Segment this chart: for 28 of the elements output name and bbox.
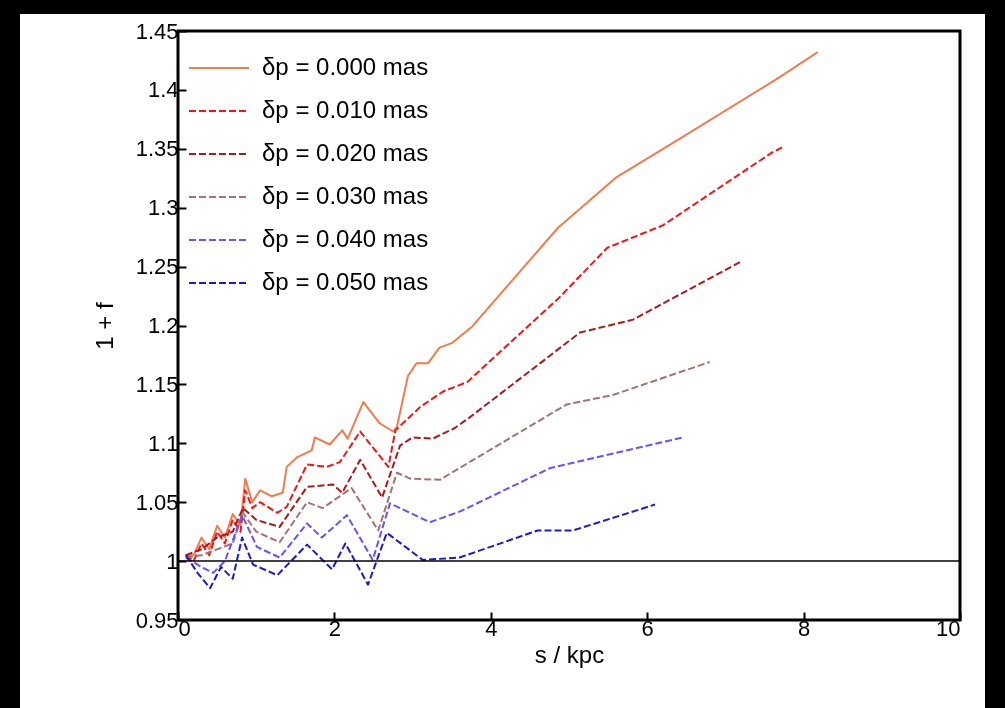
x-tick-label: 0 xyxy=(178,615,191,641)
y-tick-label: 1.45 xyxy=(135,18,179,44)
legend-label: δp = 0.010 mas xyxy=(262,96,429,123)
line-series xyxy=(184,436,685,574)
line-series xyxy=(184,503,657,590)
y-tick-label: 1.2 xyxy=(147,313,179,338)
y-tick-label: 1.4 xyxy=(147,77,179,103)
legend-label: δp = 0.050 mas xyxy=(262,268,429,295)
y-tick-label: 1.05 xyxy=(135,489,179,515)
y-tick-label: 1.15 xyxy=(135,371,179,397)
legend-label: δp = 0.000 mas xyxy=(262,53,429,80)
x-tick-label: 6 xyxy=(641,615,654,641)
y-tick-label: 1 xyxy=(166,548,179,574)
x-tick-label: 10 xyxy=(936,615,961,641)
legend-label: δp = 0.020 mas xyxy=(262,139,429,166)
y-tick-label: 1.3 xyxy=(147,195,179,221)
y-tick-label: 0.95 xyxy=(135,607,179,633)
y-tick-label: 1.35 xyxy=(135,136,179,162)
legend-label: δp = 0.030 mas xyxy=(262,182,429,209)
line-series xyxy=(184,260,742,557)
x-tick-label: 4 xyxy=(485,615,498,641)
x-tick-label: 2 xyxy=(328,615,342,641)
x-axis-title: s / kpc xyxy=(534,640,605,668)
y-tick-label: 1.1 xyxy=(147,430,179,456)
y-tick-label: 1.25 xyxy=(135,254,179,280)
x-tick-label: 8 xyxy=(797,615,811,641)
legend-label: δp = 0.040 mas xyxy=(262,225,429,252)
y-axis-title: 1 + f xyxy=(90,301,118,350)
